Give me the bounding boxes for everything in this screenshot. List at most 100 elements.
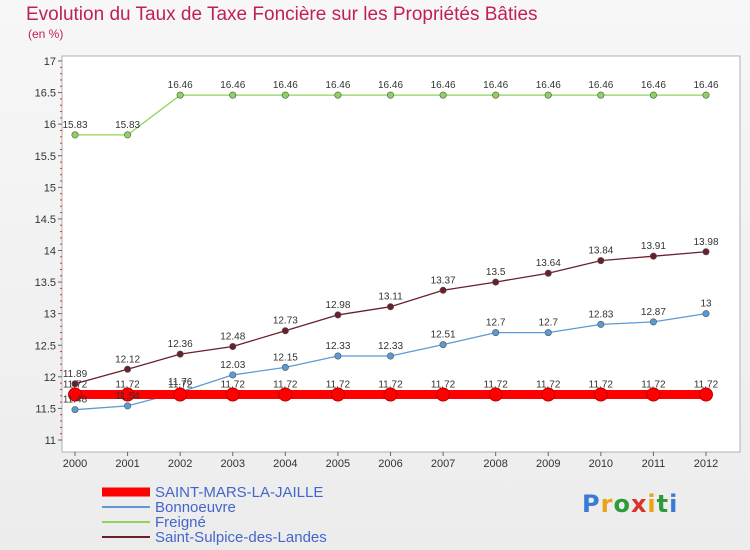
data-label: 12.15 (273, 352, 298, 363)
data-label: 16.46 (378, 80, 403, 91)
data-label: 13 (700, 299, 712, 310)
data-label: 12.33 (378, 341, 403, 352)
x-tick-label: 2006 (378, 458, 402, 470)
data-point (334, 91, 342, 99)
data-label: 12.98 (325, 300, 350, 311)
data-label: 16.46 (273, 80, 298, 91)
data-point (173, 387, 188, 402)
data-point (699, 387, 713, 402)
data-label: 16.46 (220, 80, 245, 91)
logo-letter: i (647, 490, 657, 518)
data-label: 11.72 (221, 380, 246, 391)
data-label: 11.72 (326, 380, 351, 391)
data-label: 16.46 (588, 80, 613, 91)
data-point (330, 387, 345, 402)
data-point (649, 252, 657, 260)
data-point (281, 363, 289, 371)
data-point (386, 303, 394, 311)
data-label: 12.12 (115, 354, 140, 365)
data-label: 11.72 (168, 380, 193, 391)
data-label: 16.46 (536, 80, 561, 91)
data-label: 12.03 (220, 360, 245, 371)
data-label: 12.33 (325, 341, 350, 352)
y-tick-label: 11 (45, 435, 56, 447)
data-label: 12.73 (273, 316, 298, 327)
data-point (492, 91, 500, 99)
data-label: 13.84 (588, 246, 613, 257)
data-point (541, 387, 556, 402)
data-label: 11.76 (168, 377, 193, 388)
data-label: 11.72 (694, 380, 719, 391)
data-label: 11.72 (273, 380, 298, 391)
data-point (593, 387, 608, 402)
data-point (124, 402, 132, 410)
x-tick-label: 2005 (326, 458, 350, 470)
data-point (229, 371, 237, 379)
y-tick-label: 15.5 (35, 151, 56, 163)
data-point (225, 387, 240, 402)
data-label: 11.72 (536, 380, 561, 391)
data-point (176, 91, 184, 99)
x-tick-label: 2000 (63, 458, 87, 470)
data-point (439, 286, 447, 294)
y-tick-label: 13.5 (35, 277, 56, 289)
data-point (71, 380, 79, 388)
data-label: 16.46 (693, 80, 718, 91)
y-tick-label: 13 (44, 309, 56, 321)
data-label: 15.83 (115, 120, 140, 131)
data-point (120, 387, 135, 402)
y-tick-label: 16.5 (35, 88, 56, 100)
legend-label: Bonnoeuvre (155, 499, 236, 516)
y-tick-label: 16 (44, 119, 56, 131)
x-tick-label: 2012 (694, 458, 718, 470)
y-tick-label: 12 (44, 372, 56, 384)
data-point (176, 350, 184, 358)
data-point (124, 131, 132, 139)
data-label: 11.72 (115, 380, 140, 391)
data-point (544, 91, 552, 99)
data-point (71, 406, 79, 414)
data-label: 16.46 (168, 80, 193, 91)
data-point (436, 387, 451, 402)
y-tick-label: 11.5 (35, 403, 56, 415)
data-label: 11.72 (589, 380, 614, 391)
data-label: 11.72 (378, 380, 403, 391)
data-label: 11.72 (641, 380, 666, 391)
data-point (124, 365, 132, 373)
data-label: 15.83 (62, 120, 87, 131)
data-point (278, 387, 293, 402)
data-label: 11.89 (63, 369, 88, 380)
data-label: 13.11 (378, 292, 403, 303)
data-label: 11.72 (484, 380, 509, 391)
chart-unit: (en %) (28, 27, 64, 41)
data-point (492, 278, 500, 286)
data-label: 11.72 (431, 380, 456, 391)
data-label: 12.87 (641, 307, 666, 318)
logo-letter: P (582, 490, 601, 518)
data-label: 12.48 (220, 332, 245, 343)
legend-label: Saint-Sulpice-des-Landes (155, 529, 327, 546)
data-point (702, 248, 710, 256)
data-point (334, 311, 342, 319)
data-label: 16.46 (483, 80, 508, 91)
logo-letter: t (656, 490, 670, 518)
data-point (544, 329, 552, 337)
legend-label: SAINT-MARS-LA-JAILLE (155, 484, 323, 501)
y-tick-label: 14.5 (35, 214, 56, 226)
data-point (649, 91, 657, 99)
data-point (646, 387, 661, 402)
logo-letter: i (669, 490, 679, 518)
plot-area (61, 55, 741, 453)
data-point (281, 327, 289, 335)
data-label: 16.46 (641, 80, 666, 91)
data-point (71, 131, 79, 139)
data-point (597, 257, 605, 265)
x-tick-label: 2007 (431, 458, 455, 470)
data-point (68, 387, 82, 402)
x-tick-label: 2002 (168, 458, 192, 470)
data-point (334, 352, 342, 360)
data-label: 13.37 (431, 275, 456, 286)
data-label: 16.46 (431, 80, 456, 91)
